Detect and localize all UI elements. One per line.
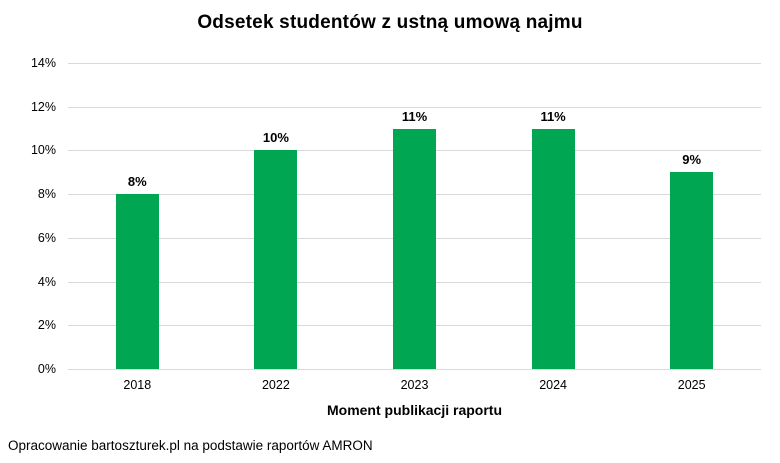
y-tick-label: 14% <box>30 56 56 70</box>
bar-2025 <box>670 172 714 369</box>
gridline-12% <box>68 106 761 108</box>
chart-title: Odsetek studentów z ustną umową najmu <box>197 12 583 33</box>
y-tick-label: 2% <box>37 318 56 333</box>
plot-area: 8% 10% 11% 11% 9% <box>68 63 761 370</box>
bar-value-label: 11% <box>540 108 566 124</box>
x-tick-label: 2024 <box>539 378 567 392</box>
x-tick-label: 2022 <box>261 378 290 392</box>
bar-value-label: 9% <box>682 152 702 168</box>
y-tick-label: 10% <box>30 143 56 158</box>
bar-2023 <box>393 128 436 369</box>
x-tick-label: 2018 <box>123 378 152 392</box>
y-tick-label: 0% <box>37 362 56 376</box>
bar-2022 <box>254 150 298 369</box>
gridline-0% <box>68 369 761 370</box>
bar-2018 <box>115 194 159 369</box>
y-tick-label: 8% <box>37 187 56 202</box>
bar-value-label: 11% <box>401 108 428 124</box>
bar-value-label: 8% <box>127 174 147 190</box>
y-tick-label: 6% <box>37 230 56 245</box>
x-tick-label: 2025 <box>677 378 706 392</box>
source-attribution: Opracowanie bartoszturek.pl na podstawie… <box>8 438 373 453</box>
bar-2024 <box>531 128 575 369</box>
x-axis-title: Moment publikacji raportu <box>326 402 502 418</box>
y-tick-label: 12% <box>30 99 56 114</box>
gridline-14% <box>68 63 761 64</box>
bar-value-label: 10% <box>262 130 289 146</box>
x-tick-label: 2023 <box>400 378 429 392</box>
y-tick-label: 4% <box>37 274 56 289</box>
